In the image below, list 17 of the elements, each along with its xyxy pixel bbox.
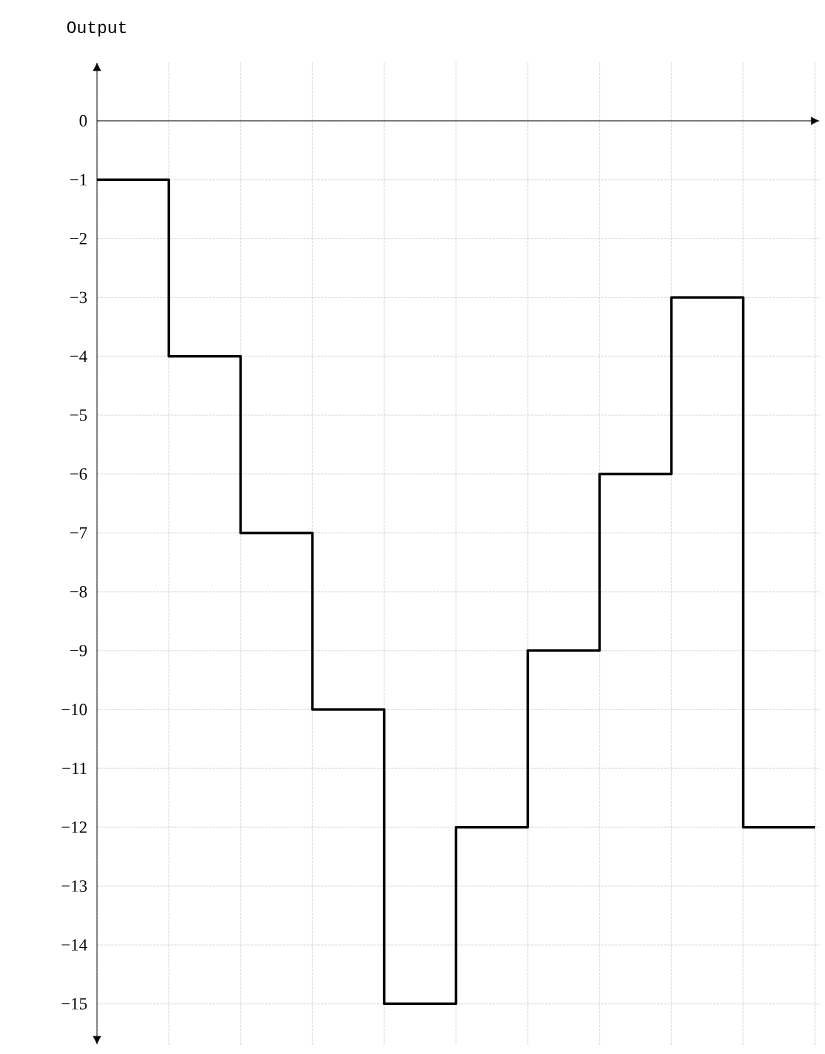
y-axis-title: Output xyxy=(67,21,126,37)
y-tick-label: −10 xyxy=(61,703,87,716)
y-tick-label: −2 xyxy=(70,232,87,245)
y-tick-label: −12 xyxy=(61,821,87,833)
y-tick-label: −3 xyxy=(70,291,87,304)
y-tick-label: −7 xyxy=(70,527,87,539)
y-tick-label: −9 xyxy=(70,644,87,657)
y-tick-label: −8 xyxy=(70,586,87,598)
y-tick-label: −5 xyxy=(70,409,87,421)
y-tick-label: −6 xyxy=(70,468,87,480)
y-tick-label: −13 xyxy=(61,880,87,892)
y-tick-label: −15 xyxy=(61,998,87,1010)
y-tick-label: −1 xyxy=(70,174,87,186)
y-tick-label: −14 xyxy=(61,939,88,951)
y-tick-label: −11 xyxy=(62,762,87,774)
y-tick-label: 0 xyxy=(79,115,87,127)
y-tick-label: −4 xyxy=(70,350,88,362)
